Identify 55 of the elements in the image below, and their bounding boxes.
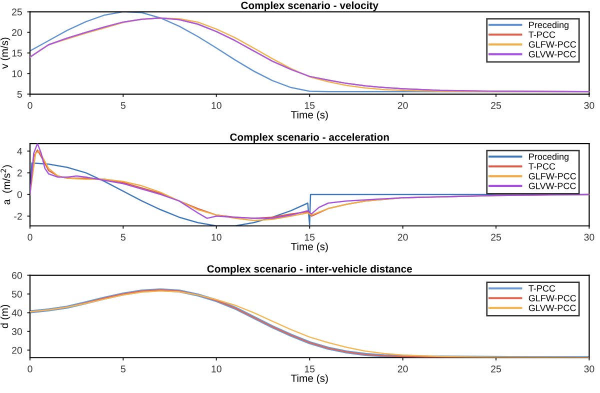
y-tick-label: 40 (12, 309, 22, 316)
x-tick-label: 25 (491, 366, 501, 372)
x-tick-label: 20 (398, 102, 408, 109)
y-tick-label: 60 (12, 272, 22, 279)
y-tick-label: 5 (17, 90, 22, 98)
x-axis-title: Time (s) (290, 110, 328, 121)
legend-label: GLFW-PCC (528, 41, 576, 48)
x-tick-label: 25 (491, 234, 501, 241)
y-tick-label: 20 (12, 346, 22, 354)
x-tick-label: 30 (584, 102, 594, 109)
x-axis-title: Time (s) (290, 374, 328, 384)
x-tick-label: 25 (491, 102, 501, 109)
x-tick-label: 30 (584, 366, 594, 372)
chart-title: Complex scenario - acceleration (230, 133, 389, 143)
x-tick-label: 20 (398, 234, 408, 241)
x-tick-label: 0 (28, 234, 32, 241)
x-tick-label: 30 (584, 234, 594, 241)
x-tick-label: 20 (398, 366, 408, 372)
y-tick-label: 2 (17, 170, 22, 176)
x-tick-label: 15 (304, 234, 315, 241)
x-axis-title: Time (s) (290, 242, 328, 252)
legend-label: T-PCC (528, 163, 556, 170)
legend-label: GLFW-PCC (528, 294, 576, 302)
y-tick-label: 25 (12, 8, 22, 16)
x-tick-label: 10 (212, 366, 222, 372)
x-tick-label: 15 (304, 366, 315, 372)
x-tick-label: 5 (120, 102, 126, 109)
y-tick-label: 10 (12, 70, 22, 78)
legend-label: T-PCC (528, 285, 556, 292)
y-tick-label: 20 (12, 29, 22, 36)
chart-title: Complex scenario - velocity (241, 1, 378, 12)
y-tick-label: 15 (12, 50, 22, 57)
x-tick-label: 15 (304, 102, 315, 109)
legend-label: Proceding (529, 153, 568, 162)
chart-title: Complex scenario - inter-vehicle distance (207, 264, 412, 275)
legend-label: GLVW-PCC (528, 182, 576, 190)
y-axis-title: d (m) (0, 304, 10, 328)
legend-label: GLVW-PCC (528, 51, 576, 58)
y-axis-title: a (m/s$^{2}$) (0, 165, 12, 204)
y-tick-label: 50 (12, 290, 22, 298)
x-tick-label: 10 (212, 234, 222, 241)
legend-label: T-PCC (528, 31, 556, 38)
x-tick-label: 10 (212, 102, 222, 109)
legend-label: GLVW-PCC (528, 304, 576, 312)
x-tick-label: 5 (120, 366, 126, 372)
legend-label: GLFW-PCC (528, 173, 576, 180)
y-tick-label: 30 (12, 328, 22, 336)
legend-label: Preceding (529, 21, 568, 30)
y-axis-title: v (m/s) (0, 38, 10, 69)
y-tick-label: 4 (17, 148, 22, 155)
y-tick-label: -2 (14, 212, 22, 220)
y-tick-label: 0 (17, 191, 22, 198)
x-tick-label: 0 (28, 366, 32, 372)
x-tick-label: 0 (28, 102, 32, 109)
x-tick-label: 5 (120, 234, 126, 241)
